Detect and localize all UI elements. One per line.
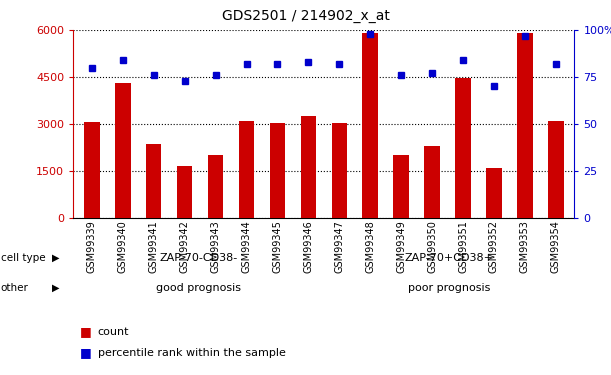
Bar bbox=[115, 83, 131, 218]
Bar bbox=[455, 78, 470, 218]
Bar bbox=[425, 146, 440, 218]
Text: other: other bbox=[1, 283, 29, 293]
Bar bbox=[301, 116, 316, 218]
Text: poor prognosis: poor prognosis bbox=[408, 283, 490, 293]
Text: GDS2501 / 214902_x_at: GDS2501 / 214902_x_at bbox=[222, 9, 389, 23]
Text: ZAP-70+CD38+: ZAP-70+CD38+ bbox=[404, 253, 494, 263]
Bar bbox=[393, 155, 409, 218]
Bar bbox=[146, 144, 161, 218]
Text: ■: ■ bbox=[79, 346, 91, 359]
Bar bbox=[177, 166, 192, 218]
Bar bbox=[332, 123, 347, 218]
Bar bbox=[548, 121, 563, 218]
Text: ■: ■ bbox=[79, 326, 91, 338]
Text: percentile rank within the sample: percentile rank within the sample bbox=[98, 348, 285, 357]
Bar bbox=[84, 122, 100, 218]
Text: cell type: cell type bbox=[1, 253, 45, 263]
Bar bbox=[362, 33, 378, 218]
Bar bbox=[269, 123, 285, 218]
Text: ▶: ▶ bbox=[52, 253, 59, 263]
Bar bbox=[239, 121, 254, 218]
Text: good prognosis: good prognosis bbox=[156, 283, 241, 293]
Bar bbox=[486, 168, 502, 217]
Text: ZAP-70-CD38-: ZAP-70-CD38- bbox=[159, 253, 238, 263]
Bar bbox=[517, 33, 533, 218]
Text: ▶: ▶ bbox=[52, 283, 59, 293]
Text: count: count bbox=[98, 327, 130, 337]
Bar bbox=[208, 155, 223, 218]
